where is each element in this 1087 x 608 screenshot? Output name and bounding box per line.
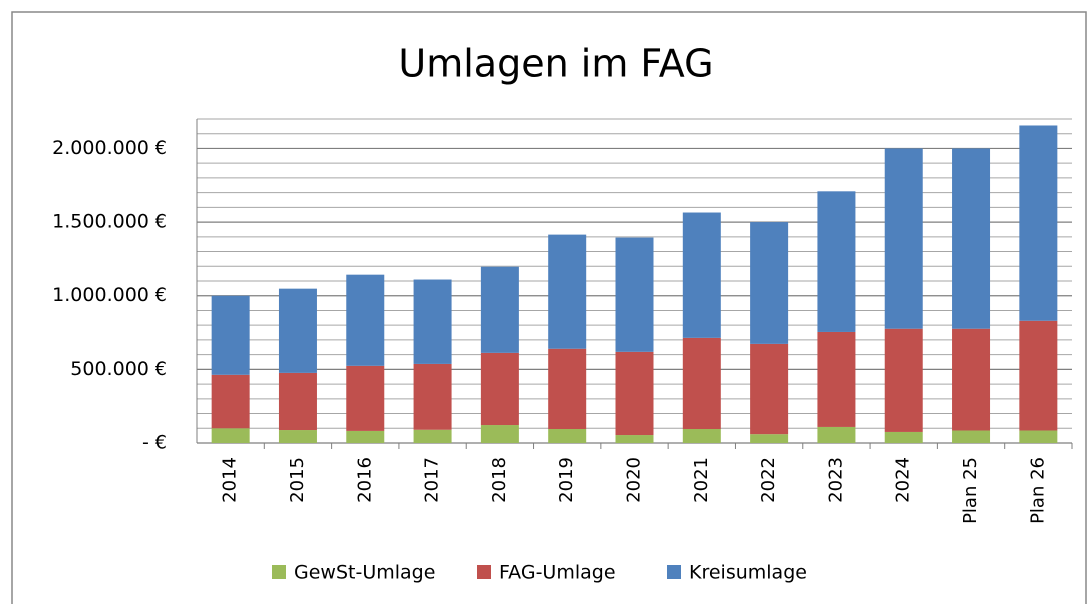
bar-segment (952, 328, 991, 431)
x-tick-label: 2020 (624, 457, 645, 503)
x-tick-label: 2019 (556, 457, 577, 503)
bar-segment (278, 288, 317, 373)
legend-swatch (667, 565, 681, 579)
bar-segment (615, 435, 654, 443)
bar-segment (413, 279, 452, 364)
bar-segment (750, 434, 789, 443)
bar-segment (480, 425, 519, 443)
chart-title: Umlagen im FAG (398, 42, 713, 86)
bar-segment (211, 374, 250, 429)
bar-segment (413, 429, 452, 443)
x-tick-label: 2017 (422, 457, 443, 503)
legend-swatch (477, 565, 491, 579)
bar-segment (211, 428, 250, 443)
x-tick-label: 2024 (893, 457, 914, 503)
bar-segment (682, 337, 721, 430)
bar-segment (817, 191, 856, 332)
legend-label: GewSt-Umlage (294, 562, 435, 584)
bar-segment (278, 372, 317, 431)
bar-segment (346, 365, 385, 431)
bar-segment (1019, 430, 1058, 443)
y-tick-label: 2.000.000 € (52, 137, 167, 159)
x-tick-label: 2022 (758, 457, 779, 503)
bar-segment (278, 430, 317, 443)
y-tick-label: - € (142, 432, 167, 454)
legend-swatch (272, 565, 286, 579)
bar-segment (884, 328, 923, 432)
y-tick-label: 1.500.000 € (52, 211, 167, 233)
bar-segment (682, 212, 721, 338)
bar-segment (548, 429, 587, 443)
bar-segment (480, 352, 519, 426)
x-tick-label: 2015 (287, 457, 308, 503)
bar-segment (952, 430, 991, 443)
bar-segment (884, 148, 923, 329)
bar-segment (413, 363, 452, 430)
bar-segment (615, 351, 654, 436)
bar-segment (682, 429, 721, 443)
bar-segment (1019, 320, 1058, 431)
x-tick-label: 2018 (489, 457, 510, 503)
bar-segment (211, 295, 250, 375)
x-tick-label: 2023 (825, 457, 846, 503)
x-tick-label: 2021 (691, 457, 712, 503)
x-tick-label: 2014 (220, 457, 241, 503)
bar-segment (952, 148, 991, 329)
legend-label: FAG-Umlage (499, 562, 616, 584)
x-tick-label: Plan 25 (960, 457, 981, 524)
bar-segment (817, 331, 856, 427)
legend-label: Kreisumlage (689, 562, 807, 584)
bar-segment (615, 237, 654, 352)
bar-segment (750, 343, 789, 435)
bar-segment (480, 266, 519, 353)
bar-segment (817, 426, 856, 443)
bar-segment (346, 430, 385, 443)
bar-segment (1019, 125, 1058, 321)
bar-segment (884, 431, 923, 443)
y-tick-label: 1.000.000 € (52, 284, 167, 306)
bar-segment (548, 234, 587, 349)
bar-segment (548, 348, 587, 430)
bar-segment (750, 222, 789, 344)
x-tick-label: 2016 (354, 457, 375, 503)
bar-segment (346, 274, 385, 366)
x-tick-label: Plan 26 (1027, 457, 1048, 524)
y-tick-label: 500.000 € (70, 358, 167, 380)
